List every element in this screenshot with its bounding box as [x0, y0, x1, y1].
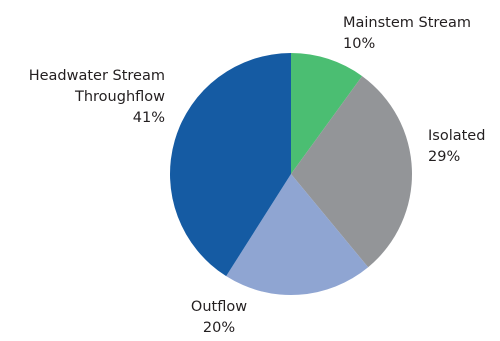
pie-slice-1	[291, 76, 412, 268]
slice-name-0: Mainstem Stream	[343, 15, 471, 31]
slice-label-2: Outflow 20%	[191, 299, 247, 336]
slice-name-3: Throughflow	[74, 89, 165, 105]
slice-percent-2: 20%	[203, 320, 235, 336]
slice-label-0: Mainstem Stream 10%	[343, 15, 471, 52]
slice-percent-1: 29%	[428, 149, 460, 165]
slice-name-2: Outflow	[191, 299, 247, 315]
pie-slice-2	[226, 174, 369, 295]
pie-slice-3	[170, 52, 291, 277]
slice-percent-3: 41%	[133, 110, 165, 126]
slice-name-3: Headwater Stream	[29, 68, 165, 84]
pie-labels: Mainstem Stream 10% Isolated 29% Outflow 20% H…	[29, 15, 486, 336]
slice-label-1: Isolated 29%	[428, 128, 485, 165]
pie-slice-0	[291, 53, 363, 174]
slice-name-1: Isolated	[428, 128, 485, 144]
slice-percent-0: 10%	[343, 36, 375, 52]
slice-label-3: Headwater Stream Throughflow 41%	[29, 68, 165, 126]
pie-slices	[170, 52, 412, 295]
